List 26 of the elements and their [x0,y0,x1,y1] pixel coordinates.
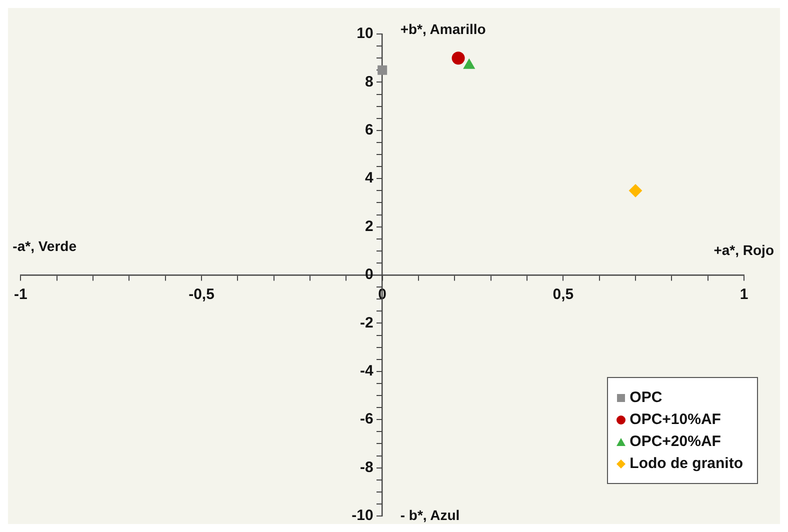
y-tick-label: 2 [364,218,374,235]
x-tick-label: 1 [740,286,748,304]
annotation: - b*, Azul [400,506,460,523]
legend-label: OPC+20%AF [630,433,721,450]
legend-label: OPC+10%AF [630,411,721,428]
x-tick-label: -1 [14,286,28,304]
annotation: +a*, Rojo [714,242,774,258]
y-tick-label: 4 [364,170,374,187]
annotation: +b*, Amarillo [400,20,486,37]
point [378,65,388,75]
point [463,58,475,69]
y-tick-label: 10 [356,25,374,42]
point [452,52,465,65]
x-tick-label: 0,5 [552,286,574,304]
point [629,184,642,198]
y-tick-label: -2 [360,314,374,332]
legend-label: Lodo de granito [630,455,743,472]
y-tick-label: -8 [360,458,374,476]
y-tick-label: 6 [364,122,374,139]
x-tick-label: -0,5 [188,286,214,304]
annotation: -a*, Verde [12,238,77,254]
y-tick-label: -10 [352,507,374,524]
y-tick-label: -6 [360,410,374,428]
y-tick-label: -4 [360,362,374,380]
legend-label: OPC [630,389,662,406]
y-tick-label: 8 [364,73,374,90]
